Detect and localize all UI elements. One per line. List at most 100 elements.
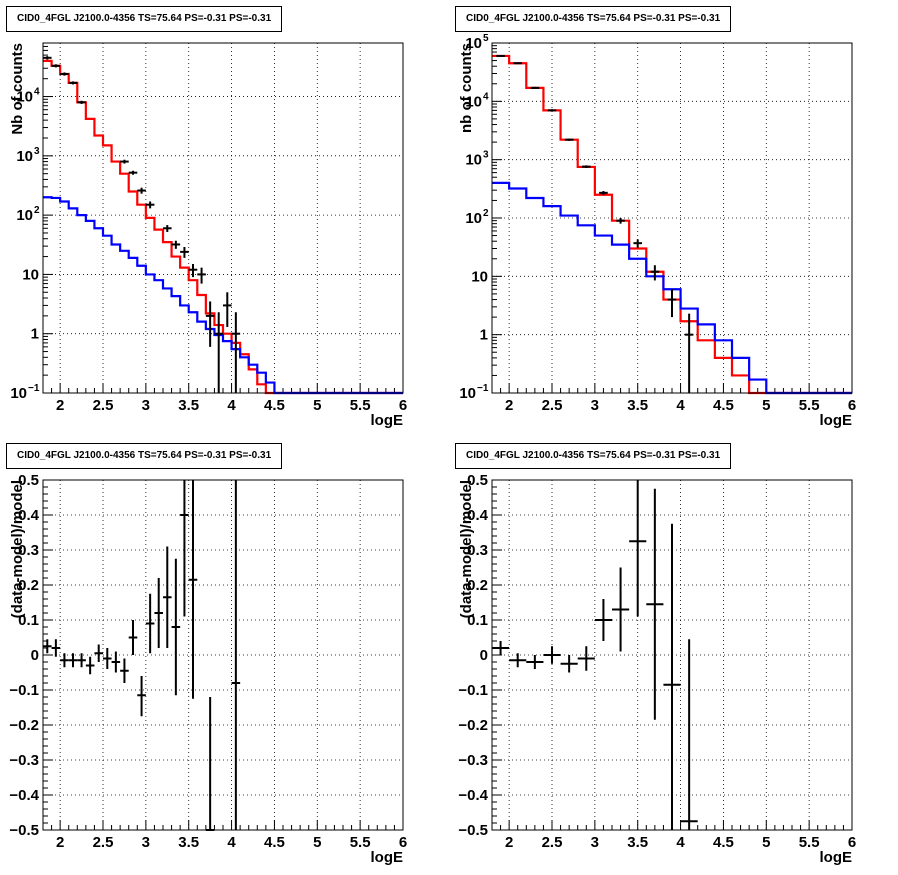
- x-tick-label: 4: [227, 397, 236, 414]
- x-tick-label: 5.5: [350, 834, 371, 851]
- x-tick-label: 2.5: [542, 397, 563, 414]
- data-point: [180, 247, 189, 258]
- x-tick-label: 2.5: [93, 834, 114, 851]
- y-tick-exponent: 2: [34, 205, 40, 216]
- x-tick-label: 6: [399, 397, 407, 414]
- y-tick-label: 0.2: [18, 577, 39, 594]
- y-tick-label: 0.4: [18, 507, 40, 524]
- data-point: [43, 639, 52, 654]
- plot-title: CID0_4FGL J2100.0-4356 TS=75.64 PS=-0.31…: [455, 443, 732, 469]
- x-tick-label: 3.5: [178, 834, 199, 851]
- data-point: [231, 312, 241, 393]
- y-tick-label: −0.1: [458, 682, 488, 699]
- y-tick-exponent: 4: [483, 91, 489, 102]
- y-tick-label: 1: [480, 327, 488, 344]
- y-tick-label: 10: [465, 93, 482, 110]
- data-point: [214, 312, 223, 393]
- plot-title: CID0_4FGL J2100.0-4356 TS=75.64 PS=-0.31…: [6, 6, 283, 32]
- data-point: [582, 165, 591, 168]
- y-tick-label: 10: [10, 385, 27, 402]
- y-tick-exponent: 3: [34, 146, 40, 157]
- y-tick-label: 0.5: [18, 472, 39, 489]
- y-axis-title: nb of counts: [458, 43, 475, 133]
- x-tick-label: 5.5: [799, 397, 820, 414]
- data-point: [560, 655, 578, 673]
- y-tick-label: 10: [465, 35, 482, 52]
- plot-bottom-right: 2 2.5 3 3.5 4 4.5 5 5.5 6 −0.5 −0.4 −0.3 −0.2 −0.1 0 0.…: [458, 472, 856, 866]
- data-point: [231, 480, 241, 830]
- y-tick-label: −0.2: [9, 717, 39, 734]
- data-point: [188, 480, 198, 699]
- data-point: [51, 64, 61, 68]
- data-point: [509, 653, 527, 668]
- plot-title: CID0_4FGL J2100.0-4356 TS=75.64 PS=-0.31…: [6, 443, 283, 469]
- panel-top-left: 2 2.5 3 3.5 4 4.5 5 5.5 6 10 −1 1 10 10 2 10 3 10 4 logE Nb …: [0, 0, 449, 437]
- data-point: [646, 488, 664, 720]
- x-tick-label: 3: [142, 397, 150, 414]
- x-tick-label: 6: [848, 397, 856, 414]
- y-tick-label: −0.4: [9, 787, 39, 804]
- x-tick-label: 4.5: [264, 397, 285, 414]
- plot-title: CID0_4FGL J2100.0-4356 TS=75.64 PS=-0.31…: [455, 6, 732, 32]
- histogram-series: [492, 54, 852, 395]
- data-point: [128, 620, 138, 655]
- y-tick-label: −0.5: [9, 822, 39, 839]
- data-point: [633, 239, 642, 248]
- data-point: [205, 697, 215, 831]
- data-point: [564, 138, 574, 141]
- x-tick-label: 3: [591, 397, 599, 414]
- data-point: [599, 191, 608, 195]
- y-tick-label: 0.1: [467, 612, 488, 629]
- data-point: [680, 639, 698, 830]
- data-point: [171, 558, 181, 696]
- x-tick-label: 2: [505, 397, 513, 414]
- y-tick-label: −0.1: [9, 682, 39, 699]
- panel-bottom-right: 2 2.5 3 3.5 4 4.5 5 5.5 6 −0.5 −0.4 −0.3 −0.2 −0.1 0 0.…: [449, 437, 898, 874]
- data-point: [120, 159, 129, 164]
- x-tick-label: 5: [762, 397, 770, 414]
- data-point: [77, 653, 86, 668]
- data-point: [120, 658, 129, 683]
- y-tick-label: −0.5: [458, 822, 488, 839]
- x-tick-label: 4: [676, 397, 685, 414]
- y-tick-label: 0.2: [467, 577, 488, 594]
- y-axis-title: (data-model)/model: [458, 480, 475, 618]
- data-point: [68, 653, 78, 668]
- data-point: [496, 54, 505, 57]
- x-tick-label: 3: [142, 834, 150, 851]
- data-point: [111, 651, 121, 673]
- y-tick-exponent: 3: [483, 150, 489, 161]
- x-tick-label: 3.5: [627, 397, 648, 414]
- data-point: [663, 523, 681, 830]
- data-point: [180, 480, 189, 617]
- data-point: [543, 646, 561, 664]
- y-tick-label: −0.4: [458, 787, 488, 804]
- y-tick-exponent: 5: [483, 33, 489, 44]
- data-point: [137, 676, 146, 717]
- plot-frame: [42, 42, 404, 394]
- data-point: [51, 639, 61, 657]
- y-tick-label: 10: [16, 207, 33, 224]
- y-tick-label: −0.3: [458, 752, 488, 769]
- x-tick-label: 5: [313, 397, 321, 414]
- data-point: [85, 656, 95, 675]
- data-point: [163, 225, 172, 232]
- data-point: [616, 218, 625, 224]
- y-tick-label: 10: [16, 148, 33, 165]
- x-axis-title: logE: [371, 849, 404, 866]
- y-tick-label: −0.2: [458, 717, 488, 734]
- data-point: [128, 170, 138, 175]
- data-point: [684, 313, 694, 393]
- x-tick-label: 5: [762, 834, 770, 851]
- data-point: [154, 578, 163, 648]
- plot-bottom-left: 2 2.5 3 3.5 4 4.5 5 5.5 6 −0.5 −0.4 −0.3 −0.2 −0.1 0 0.…: [9, 472, 407, 866]
- data-point: [197, 267, 206, 284]
- y-tick-exponent: 2: [483, 208, 489, 219]
- data-point: [612, 567, 630, 652]
- data-point: [223, 292, 232, 327]
- data-point: [650, 265, 660, 281]
- panel-top-right: 2 2.5 3 3.5 4 4.5 5 5.5 6 10 −1 1 10 10 2 10 3 10 4 10 5 logE…: [449, 0, 898, 437]
- plot-frame: [491, 42, 853, 394]
